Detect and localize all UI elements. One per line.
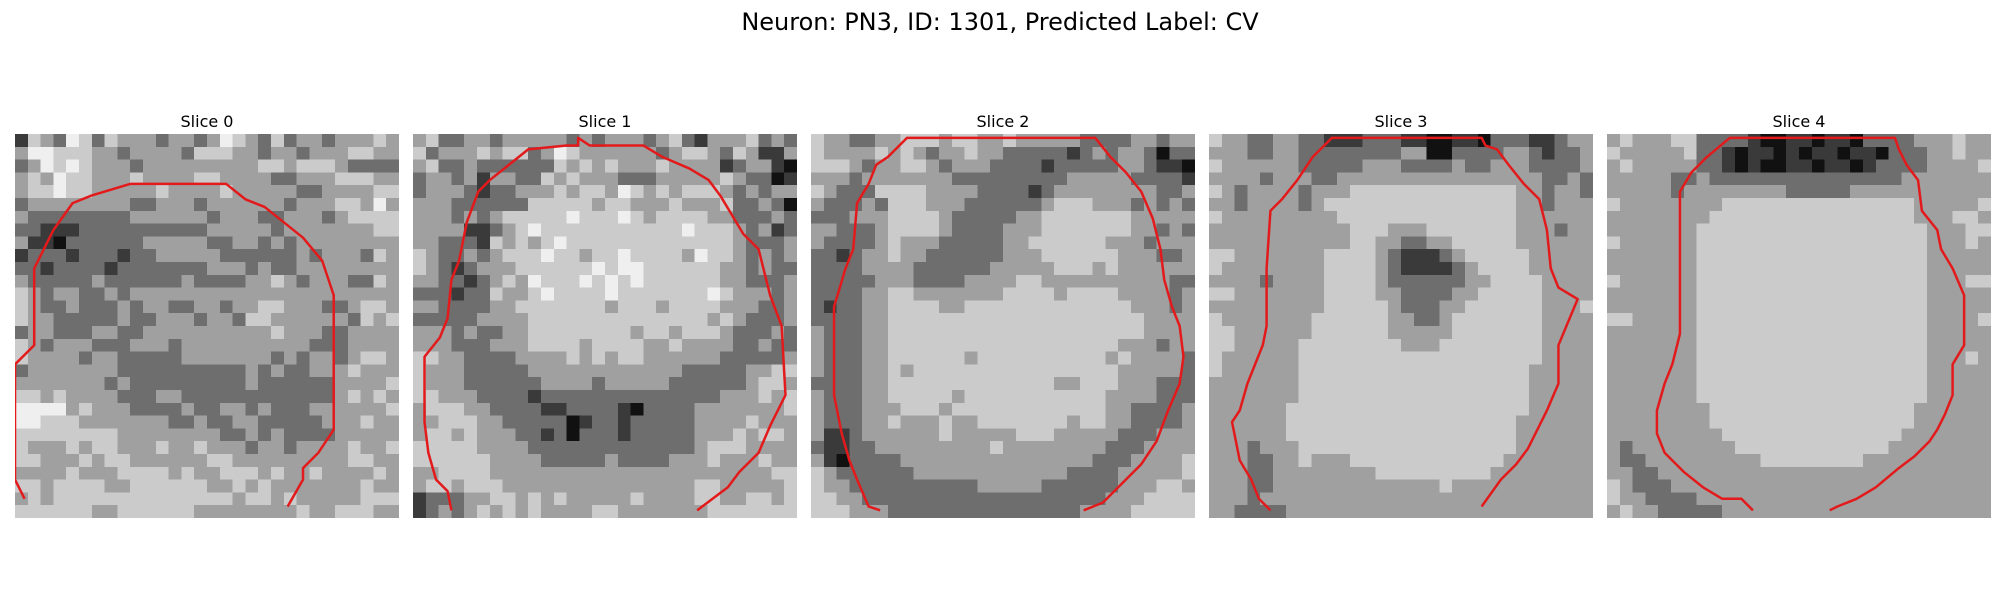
slice-title-3: Slice 3 [1374, 112, 1428, 131]
slice-title-2: Slice 2 [976, 112, 1030, 131]
slice-panel-4: Slice 4 [1607, 110, 1991, 518]
slice-panel-1: Slice 1 [413, 110, 797, 518]
slice-image-3 [1209, 134, 1593, 518]
slice-panel-3: Slice 3 [1209, 110, 1593, 518]
segmentation-contour-4 [1655, 136, 1966, 512]
segmentation-contour-3 [1230, 136, 1579, 512]
slice-pixels-1 [413, 134, 797, 518]
slice-image-1 [413, 134, 797, 518]
segmentation-contour-1 [423, 136, 787, 512]
figure-title: Neuron: PN3, ID: 1301, Predicted Label: … [741, 8, 1259, 36]
slice-panel-2: Slice 2 [811, 110, 1195, 518]
slice-image-2 [811, 134, 1195, 518]
segmentation-contour-0 [15, 182, 335, 508]
slice-title-1: Slice 1 [578, 112, 632, 131]
segmentation-contour-2 [832, 136, 1185, 512]
slice-image-0 [15, 134, 399, 518]
slice-panel-0: Slice 0 [15, 110, 399, 518]
slice-image-4 [1607, 134, 1991, 518]
slice-pixels-4 [1607, 134, 1991, 518]
slice-pixels-2 [811, 134, 1195, 518]
slice-title-4: Slice 4 [1772, 112, 1826, 131]
slice-pixels-3 [1209, 134, 1593, 518]
slice-pixels-0 [15, 134, 399, 518]
slice-title-0: Slice 0 [180, 112, 234, 131]
